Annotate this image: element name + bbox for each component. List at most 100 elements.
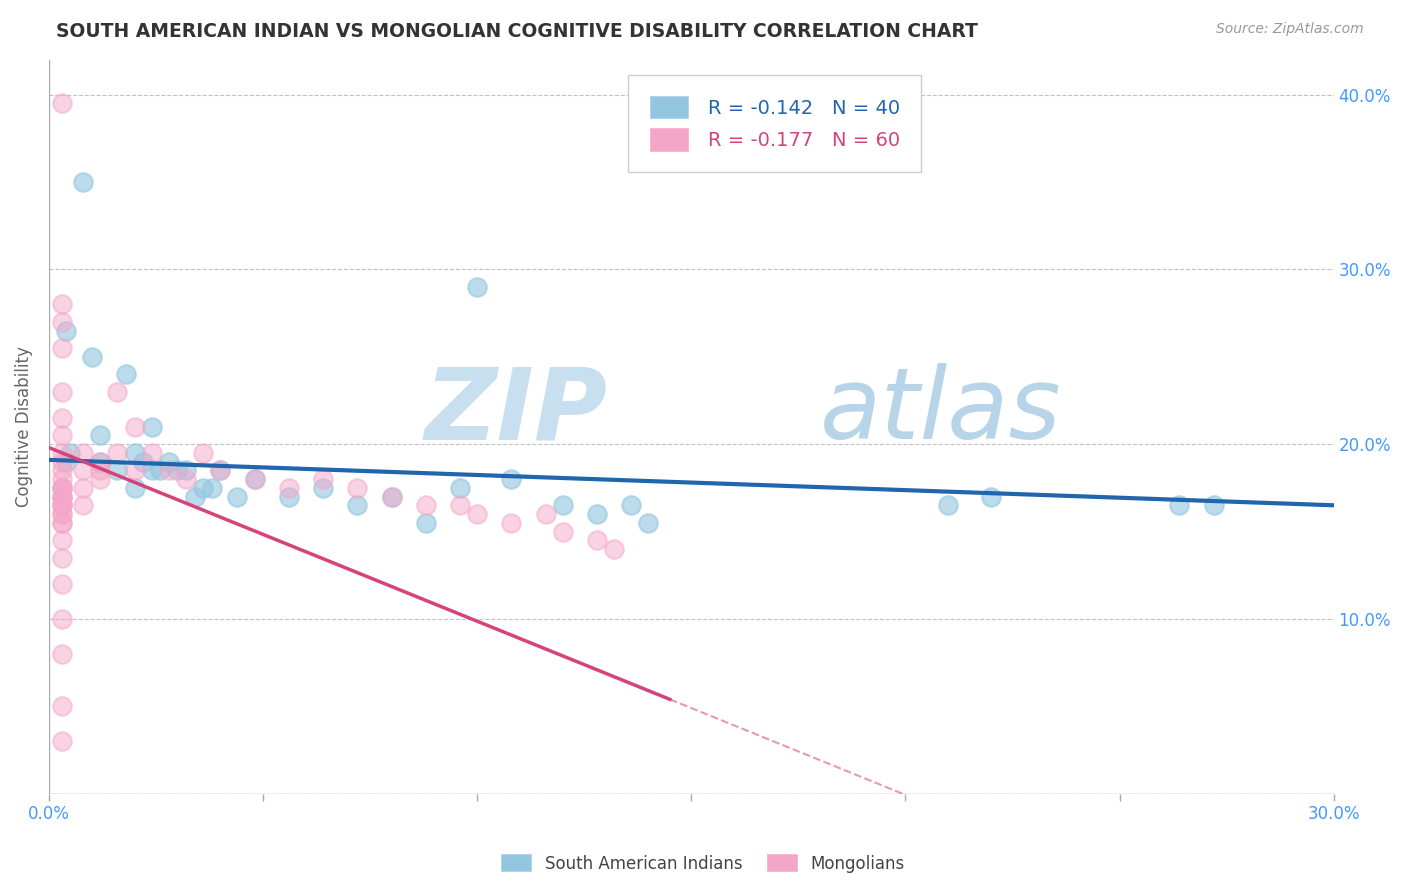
Point bbox=[465, 280, 488, 294]
Point bbox=[51, 577, 73, 591]
Point bbox=[51, 384, 73, 399]
Point bbox=[51, 297, 73, 311]
Point bbox=[620, 498, 643, 512]
Point bbox=[72, 481, 94, 495]
Point bbox=[51, 481, 73, 495]
Point bbox=[107, 446, 129, 460]
Point bbox=[312, 472, 335, 486]
Point bbox=[51, 647, 73, 661]
Point bbox=[51, 481, 73, 495]
Text: ZIP: ZIP bbox=[425, 363, 607, 460]
Point bbox=[191, 446, 214, 460]
Point bbox=[277, 490, 299, 504]
Point bbox=[501, 472, 523, 486]
Point bbox=[72, 446, 94, 460]
Point bbox=[141, 446, 163, 460]
Point bbox=[124, 419, 146, 434]
Point bbox=[157, 454, 180, 468]
Point bbox=[51, 490, 73, 504]
Point bbox=[277, 481, 299, 495]
Point bbox=[149, 463, 172, 477]
Point bbox=[449, 481, 471, 495]
Text: atlas: atlas bbox=[820, 363, 1062, 460]
Point bbox=[551, 498, 574, 512]
Point bbox=[107, 384, 129, 399]
Point bbox=[51, 96, 73, 111]
Point bbox=[51, 446, 73, 460]
Point bbox=[51, 428, 73, 442]
Point bbox=[183, 490, 205, 504]
Legend: South American Indians, Mongolians: South American Indians, Mongolians bbox=[495, 847, 911, 880]
Point bbox=[346, 498, 368, 512]
Point bbox=[209, 463, 232, 477]
Point bbox=[51, 498, 73, 512]
Point bbox=[1168, 498, 1191, 512]
Point bbox=[51, 341, 73, 355]
Point bbox=[51, 612, 73, 626]
Y-axis label: Cognitive Disability: Cognitive Disability bbox=[15, 346, 32, 507]
Point bbox=[51, 516, 73, 530]
Point bbox=[132, 454, 155, 468]
Point bbox=[191, 481, 214, 495]
Point bbox=[55, 324, 77, 338]
Point bbox=[501, 516, 523, 530]
Point bbox=[980, 490, 1002, 504]
Point bbox=[243, 472, 266, 486]
Point bbox=[51, 550, 73, 565]
Point bbox=[936, 498, 959, 512]
Point bbox=[51, 734, 73, 748]
Point bbox=[51, 472, 73, 486]
Point bbox=[603, 541, 626, 556]
Point bbox=[534, 507, 557, 521]
Point bbox=[166, 463, 188, 477]
Point bbox=[586, 533, 609, 548]
Point bbox=[174, 463, 197, 477]
Point bbox=[59, 446, 82, 460]
Text: SOUTH AMERICAN INDIAN VS MONGOLIAN COGNITIVE DISABILITY CORRELATION CHART: SOUTH AMERICAN INDIAN VS MONGOLIAN COGNI… bbox=[56, 22, 979, 41]
Point bbox=[115, 368, 138, 382]
Point bbox=[51, 454, 73, 468]
Point bbox=[89, 454, 111, 468]
Point bbox=[312, 481, 335, 495]
Point bbox=[51, 699, 73, 714]
Point bbox=[141, 463, 163, 477]
Point bbox=[201, 481, 224, 495]
Legend: R = -0.142   N = 40, R = -0.177   N = 60: R = -0.142 N = 40, R = -0.177 N = 60 bbox=[634, 80, 915, 166]
Point bbox=[415, 498, 437, 512]
Point bbox=[51, 498, 73, 512]
Point bbox=[72, 463, 94, 477]
Point bbox=[72, 498, 94, 512]
Point bbox=[586, 507, 609, 521]
Text: Source: ZipAtlas.com: Source: ZipAtlas.com bbox=[1216, 22, 1364, 37]
Point bbox=[72, 175, 94, 189]
Point bbox=[346, 481, 368, 495]
Point bbox=[51, 490, 73, 504]
Point bbox=[51, 481, 73, 495]
Point bbox=[89, 472, 111, 486]
Point bbox=[51, 490, 73, 504]
Point bbox=[80, 350, 103, 364]
Point bbox=[380, 490, 402, 504]
Point bbox=[89, 428, 111, 442]
Point bbox=[465, 507, 488, 521]
Point bbox=[89, 463, 111, 477]
Point bbox=[141, 419, 163, 434]
Point bbox=[107, 463, 129, 477]
Point bbox=[226, 490, 249, 504]
Point bbox=[51, 498, 73, 512]
Point bbox=[55, 454, 77, 468]
Point bbox=[243, 472, 266, 486]
Point bbox=[415, 516, 437, 530]
Point bbox=[51, 463, 73, 477]
Point bbox=[51, 507, 73, 521]
Point bbox=[51, 507, 73, 521]
Point bbox=[51, 410, 73, 425]
Point bbox=[51, 533, 73, 548]
Point bbox=[89, 454, 111, 468]
Point bbox=[124, 463, 146, 477]
Point bbox=[449, 498, 471, 512]
Point bbox=[124, 446, 146, 460]
Point bbox=[124, 481, 146, 495]
Point bbox=[380, 490, 402, 504]
Point bbox=[51, 315, 73, 329]
